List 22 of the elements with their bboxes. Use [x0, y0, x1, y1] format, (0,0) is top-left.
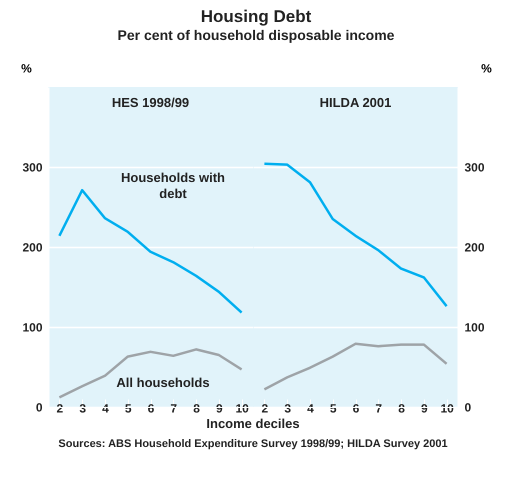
y-tick-label: 300: [22, 160, 43, 174]
source-note: Sources: ABS Household Expenditure Survey 1998/99; HILDA Survey 2001: [58, 438, 448, 450]
y-tick-label: 100: [22, 320, 43, 334]
series-label: Households with debt: [121, 170, 226, 201]
line-series: [58, 188, 243, 314]
text: HES 1998/99: [112, 95, 190, 110]
x-axis-title: Income deciles: [206, 416, 300, 431]
y-tick-label: 0: [464, 400, 472, 414]
y-axis-title: %: [481, 62, 492, 76]
y-tick-label: 100: [464, 320, 485, 334]
series-label: All households: [116, 375, 210, 390]
y-tick-label: 300: [464, 160, 485, 174]
text: HILDA 2001: [320, 95, 392, 110]
y-tick-label: 200: [464, 240, 485, 254]
line-series: [263, 162, 448, 308]
y-axis-title: %: [21, 62, 32, 76]
text: Per cent of household disposable income: [118, 27, 395, 43]
line-series: [58, 348, 243, 399]
line-series: [263, 342, 448, 391]
y-tick-label: 200: [22, 240, 43, 254]
y-tick-label: 0: [36, 400, 43, 414]
text: Housing Debt: [200, 7, 312, 26]
